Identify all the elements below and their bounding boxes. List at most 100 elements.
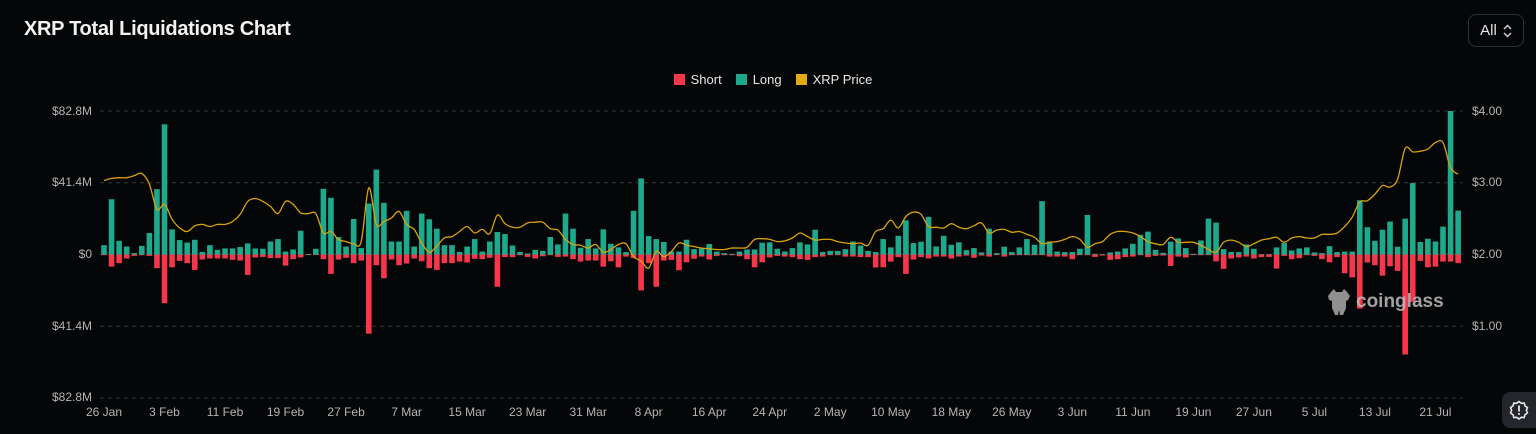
long-bar[interactable] — [464, 246, 470, 255]
short-bar[interactable] — [1167, 254, 1174, 266]
long-bar[interactable] — [1122, 248, 1129, 255]
short-bar[interactable] — [1182, 254, 1189, 258]
short-bar[interactable] — [638, 254, 644, 291]
short-bar[interactable] — [812, 254, 818, 258]
long-bar[interactable] — [214, 249, 221, 255]
short-bar[interactable] — [388, 254, 395, 260]
long-bar[interactable] — [698, 248, 705, 255]
long-bar[interactable] — [1417, 242, 1424, 255]
long-bar[interactable] — [411, 246, 417, 255]
long-bar[interactable] — [1432, 241, 1439, 255]
long-bar[interactable] — [736, 251, 743, 255]
long-bar[interactable] — [1054, 251, 1060, 255]
short-bar[interactable] — [562, 254, 569, 257]
long-bar[interactable] — [1039, 201, 1045, 255]
legend-item-long[interactable]: Long — [735, 72, 782, 87]
long-bar[interactable] — [1228, 251, 1234, 255]
short-bar[interactable] — [918, 254, 924, 258]
short-bar[interactable] — [282, 254, 289, 266]
short-bar[interactable] — [547, 254, 554, 256]
long-bar[interactable] — [1425, 238, 1431, 255]
long-bar[interactable] — [555, 244, 561, 255]
short-bar[interactable] — [615, 254, 622, 268]
short-bar[interactable] — [464, 254, 470, 263]
short-bar[interactable] — [676, 254, 682, 271]
short-bar[interactable] — [600, 254, 607, 267]
short-bar[interactable] — [721, 254, 728, 256]
short-bar[interactable] — [176, 254, 183, 261]
long-bar[interactable] — [305, 253, 312, 255]
short-bar[interactable] — [827, 254, 834, 256]
long-bar[interactable] — [1266, 254, 1272, 255]
long-bar[interactable] — [759, 242, 765, 255]
short-bar[interactable] — [736, 254, 743, 257]
long-bar[interactable] — [509, 245, 516, 255]
short-bar[interactable] — [441, 254, 448, 264]
long-bar[interactable] — [381, 202, 387, 255]
short-bar[interactable] — [789, 254, 796, 258]
long-bar[interactable] — [1319, 253, 1325, 255]
long-bar[interactable] — [154, 189, 160, 255]
short-bar[interactable] — [1372, 254, 1378, 266]
long-bar[interactable] — [1001, 246, 1008, 255]
long-bar[interactable] — [978, 252, 985, 255]
short-bar[interactable] — [161, 254, 168, 304]
long-bar[interactable] — [139, 245, 145, 255]
long-bar[interactable] — [956, 242, 962, 255]
short-bar[interactable] — [1061, 254, 1068, 257]
long-bar[interactable] — [971, 248, 977, 255]
long-bar[interactable] — [1092, 253, 1098, 255]
short-bar[interactable] — [1137, 254, 1144, 256]
short-bar[interactable] — [1190, 254, 1197, 256]
short-bar[interactable] — [207, 254, 213, 259]
long-bar[interactable] — [850, 241, 856, 255]
short-bar[interactable] — [456, 254, 463, 262]
long-bar[interactable] — [1372, 240, 1378, 255]
long-bar[interactable] — [1304, 247, 1310, 255]
short-bar[interactable] — [169, 254, 175, 268]
long-bar[interactable] — [1114, 251, 1121, 255]
long-bar[interactable] — [1145, 231, 1151, 255]
short-bar[interactable] — [494, 254, 501, 287]
short-bar[interactable] — [759, 254, 765, 263]
long-bar[interactable] — [948, 244, 955, 255]
long-bar[interactable] — [570, 228, 576, 255]
short-bar[interactable] — [978, 254, 985, 256]
long-bar[interactable] — [313, 248, 319, 255]
short-bar[interactable] — [1039, 254, 1045, 256]
long-bar[interactable] — [517, 251, 523, 255]
short-bar[interactable] — [1077, 254, 1083, 256]
long-bar[interactable] — [782, 251, 788, 255]
long-bar[interactable] — [1379, 229, 1386, 255]
long-bar[interactable] — [819, 252, 826, 255]
long-bar[interactable] — [335, 236, 342, 255]
short-bar[interactable] — [661, 254, 667, 261]
long-bar[interactable] — [562, 213, 569, 255]
long-bar[interactable] — [744, 249, 750, 255]
short-bar[interactable] — [933, 254, 939, 257]
long-bar[interactable] — [797, 242, 803, 255]
long-bar[interactable] — [910, 243, 917, 255]
short-bar[interactable] — [1266, 254, 1272, 257]
long-bar[interactable] — [108, 199, 115, 255]
short-bar[interactable] — [1009, 254, 1015, 256]
short-bar[interactable] — [191, 254, 198, 270]
long-bar[interactable] — [146, 233, 153, 255]
short-bar[interactable] — [782, 254, 788, 257]
short-bar[interactable] — [123, 254, 130, 259]
short-bar[interactable] — [1114, 254, 1121, 260]
long-bar[interactable] — [963, 250, 970, 255]
long-bar[interactable] — [1182, 248, 1189, 255]
long-bar[interactable] — [1387, 221, 1393, 255]
short-bar[interactable] — [1447, 254, 1454, 262]
long-bar[interactable] — [895, 235, 902, 255]
short-bar[interactable] — [592, 254, 599, 261]
short-bar[interactable] — [244, 254, 251, 275]
long-bar[interactable] — [645, 236, 652, 255]
short-bar[interactable] — [1349, 254, 1356, 278]
long-bar[interactable] — [267, 241, 274, 255]
short-bar[interactable] — [1092, 254, 1098, 257]
short-bar[interactable] — [358, 254, 365, 261]
long-bar[interactable] — [456, 251, 463, 255]
short-bar[interactable] — [1205, 254, 1212, 256]
